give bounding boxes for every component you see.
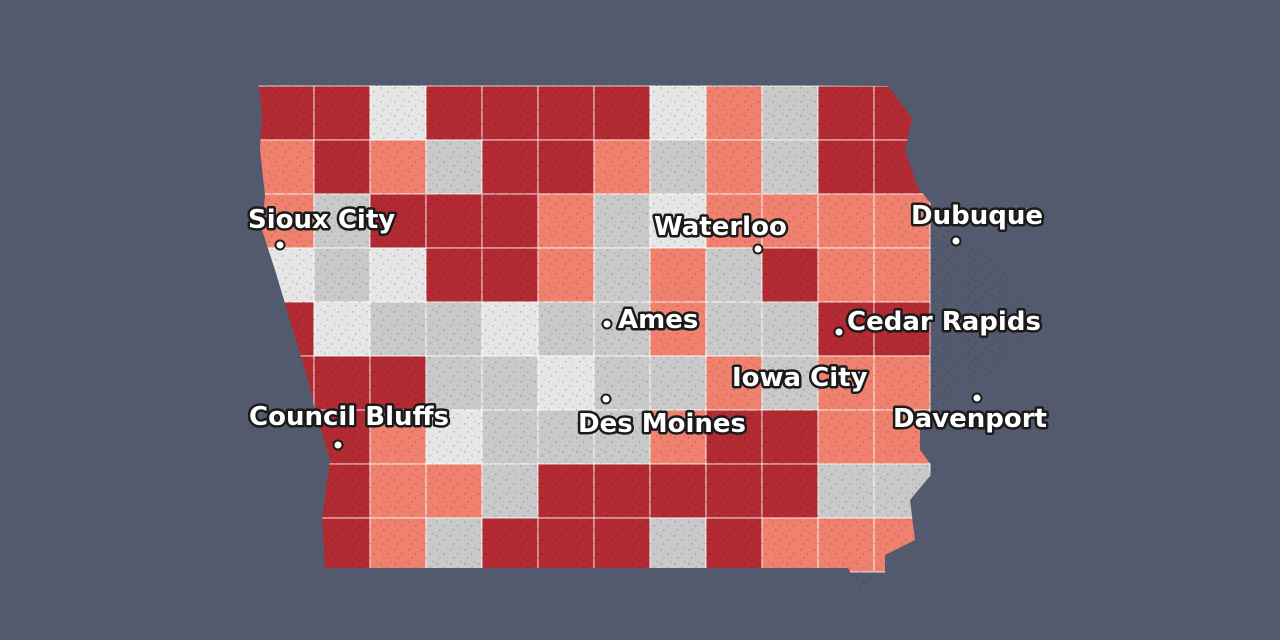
sioux-city-marker [274, 239, 286, 251]
iowa-city-marker [853, 369, 865, 381]
county-gray [258, 517, 315, 573]
sioux-city-label: Sioux City [248, 205, 395, 235]
dubuque-label: Dubuque [911, 201, 1043, 231]
iowa-city-label: Iowa City [732, 363, 868, 393]
ames-marker [601, 318, 613, 330]
council-bluffs-label: Council Bluffs [249, 402, 449, 432]
county-medium [258, 463, 315, 519]
ames-label: Ames [618, 305, 698, 335]
davenport-label: Davenport [893, 404, 1047, 434]
des-moines-marker [600, 393, 612, 405]
city-layer: Sioux City Waterloo Dubuque Ames Cedar Rapid… [246, 199, 1049, 451]
dubuque-marker [950, 235, 962, 247]
davenport-marker [971, 392, 983, 404]
council-bluffs-marker [332, 439, 344, 451]
des-moines-label: Des Moines [578, 409, 746, 439]
cedar-rapids-label: Cedar Rapids [847, 307, 1041, 337]
waterloo-label: Waterloo [654, 212, 787, 242]
cedar-rapids-marker [833, 326, 845, 338]
waterloo-marker [752, 243, 764, 255]
